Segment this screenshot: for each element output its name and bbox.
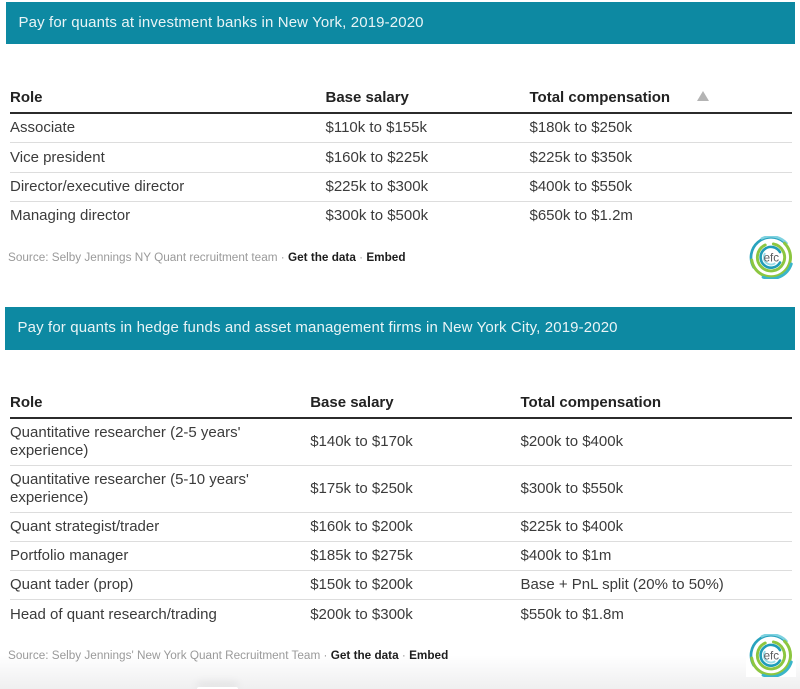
svg-text:efc: efc <box>764 251 780 264</box>
svg-text:efc: efc <box>764 649 780 662</box>
